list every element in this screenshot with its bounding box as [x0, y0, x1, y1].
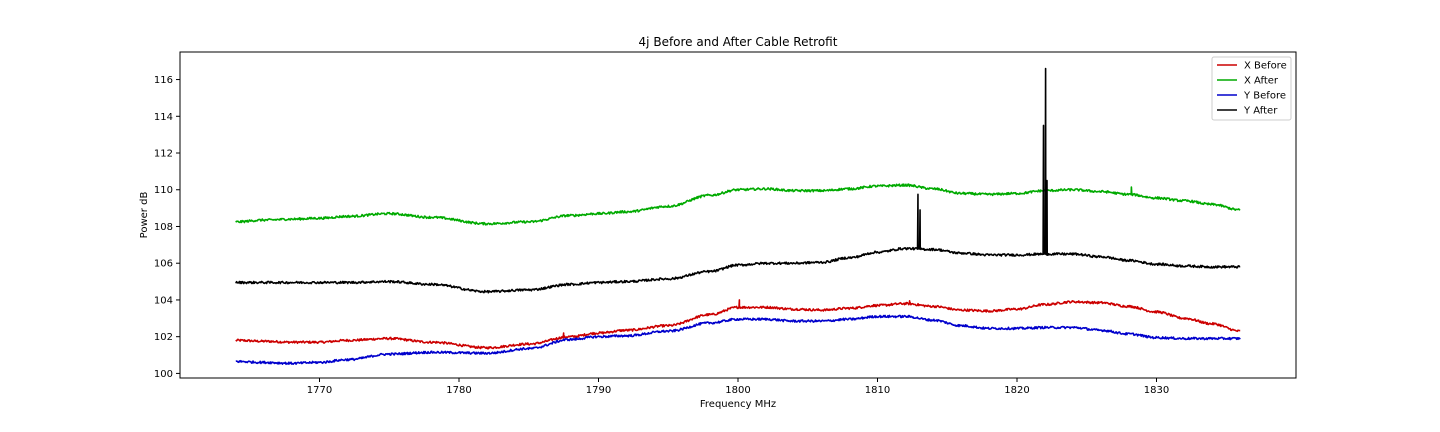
x-axis: 1770 1780 1790 1800 1810 1820 1830	[307, 378, 1169, 396]
y-axis: 100 102 104 106 108 110 112 114 116	[154, 75, 180, 380]
y-tick-label: 112	[154, 149, 173, 160]
series-y-before	[235, 314, 1241, 366]
x-tick-label: 1810	[865, 385, 890, 396]
x-tick-label: 1790	[586, 385, 611, 396]
legend-label: Y Before	[1243, 91, 1286, 102]
y-tick-label: 110	[154, 185, 173, 196]
legend-label: X After	[1244, 76, 1279, 87]
series-line	[235, 314, 1241, 366]
legend: X Before X After Y Before Y After	[1211, 56, 1292, 121]
series-x-before	[235, 299, 1241, 350]
y-tick-label: 102	[154, 332, 173, 343]
y-axis-label: Power dB	[139, 192, 150, 239]
series-layer	[235, 67, 1241, 366]
y-tick-label: 106	[154, 259, 173, 270]
x-axis-label: Frequency MHz	[700, 399, 776, 410]
legend-box	[1211, 56, 1292, 121]
series-line	[235, 299, 1241, 350]
x-tick-label: 1800	[725, 385, 750, 396]
x-tick-label: 1770	[307, 385, 332, 396]
x-tick-label: 1820	[1004, 385, 1029, 396]
x-tick-label: 1780	[446, 385, 471, 396]
series-y-after	[235, 67, 1241, 294]
chart-title: 4j Before and After Cable Retrofit	[639, 35, 838, 49]
y-tick-label: 108	[154, 222, 173, 233]
x-tick-label: 1830	[1144, 385, 1169, 396]
y-tick-label: 116	[154, 75, 173, 86]
legend-label: Y After	[1243, 106, 1278, 117]
legend-label: X Before	[1244, 61, 1287, 72]
y-tick-label: 114	[154, 112, 173, 123]
series-line	[235, 183, 1241, 226]
series-line	[235, 67, 1241, 294]
y-tick-label: 100	[154, 369, 173, 380]
series-x-after	[235, 183, 1241, 226]
y-tick-label: 104	[154, 295, 173, 306]
